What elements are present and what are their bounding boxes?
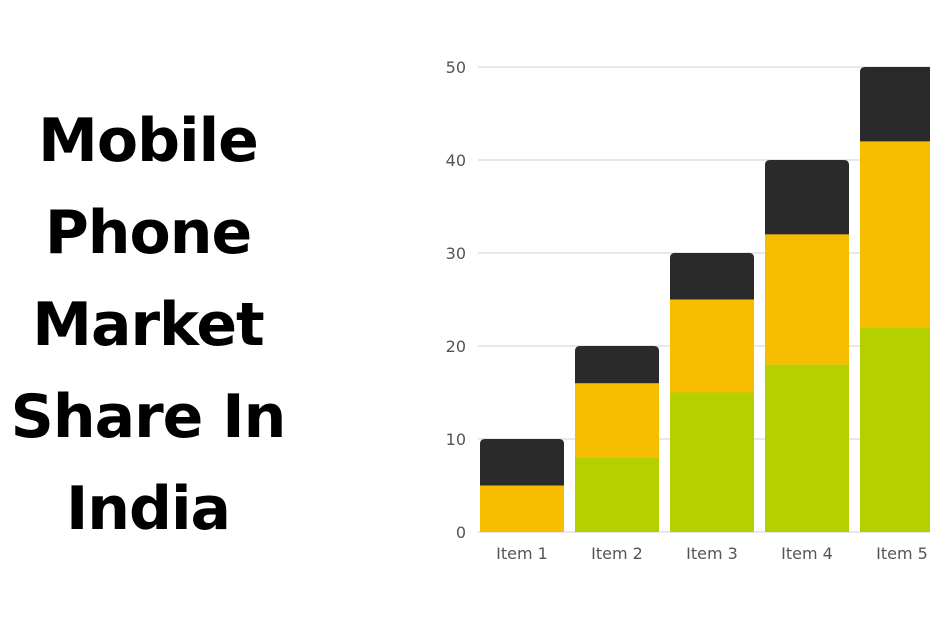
title-line-5: India <box>65 474 231 544</box>
bar-segment-5-3 <box>860 67 930 142</box>
x-tick-label: Item 1 <box>496 544 548 563</box>
title-line-1: Mobile <box>38 106 259 176</box>
y-tick-label: 10 <box>446 430 466 449</box>
bar-segment-1-3 <box>480 439 564 486</box>
bar-segment-2-3 <box>575 346 659 384</box>
x-tick-label: Item 5 <box>876 544 928 563</box>
bar-segment-5-2 <box>860 141 930 328</box>
x-tick-label: Item 2 <box>591 544 643 563</box>
bar-segment-4-2 <box>765 234 849 365</box>
bar-segment-2-1 <box>575 457 659 532</box>
y-tick-label: 0 <box>456 523 466 542</box>
chart-title: Mobile Phone Market Share In India <box>0 95 296 555</box>
y-tick-label: 40 <box>446 151 466 170</box>
y-tick-label: 20 <box>446 337 466 356</box>
bar-segment-3-3 <box>670 253 754 300</box>
x-tick-label: Item 4 <box>781 544 833 563</box>
y-tick-label: 30 <box>446 244 466 263</box>
bar-segment-4-1 <box>765 364 849 532</box>
y-tick-label: 50 <box>446 58 466 77</box>
bars <box>480 67 930 532</box>
y-axis-ticks: 0 10 20 30 40 50 <box>446 58 466 542</box>
bar-segment-5-1 <box>860 327 930 532</box>
title-line-3: Market <box>32 290 264 360</box>
x-tick-label: Item 3 <box>686 544 738 563</box>
bar-segment-3-1 <box>670 392 754 532</box>
title-line-4: Share In <box>10 382 287 452</box>
bar-segment-2-2 <box>575 383 659 458</box>
bar-segment-4-3 <box>765 160 849 235</box>
bar-segment-1-2 <box>480 485 564 532</box>
x-axis-ticks: Item 1 Item 2 Item 3 Item 4 Item 5 <box>496 544 928 563</box>
title-line-2: Phone <box>44 198 252 268</box>
bar-segment-3-2 <box>670 299 754 393</box>
